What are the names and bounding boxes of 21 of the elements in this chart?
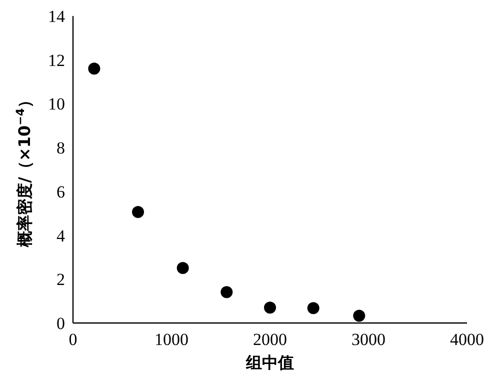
y-tick-label: 4 <box>56 226 66 246</box>
point <box>220 286 233 298</box>
y-tick-label: 2 <box>56 270 65 290</box>
y-tick-label: 8 <box>56 138 65 158</box>
x-axis-title: 组中值 <box>245 353 294 372</box>
point <box>132 206 144 218</box>
point <box>307 302 320 314</box>
point <box>264 302 276 314</box>
x-tick-label: 3000 <box>352 330 386 349</box>
y-tick-label: 6 <box>56 182 65 202</box>
x-tick-label: 0 <box>68 330 78 349</box>
point <box>88 62 100 75</box>
y-tick-label: 0 <box>56 314 65 333</box>
y-tick-label: 10 <box>48 94 65 114</box>
x-tick-label: 1000 <box>154 330 188 349</box>
y-tick-label: 12 <box>48 50 65 70</box>
x-tick-label: 2000 <box>253 330 287 349</box>
x-tick-label: 4000 <box>450 330 484 349</box>
point <box>176 262 189 274</box>
y-tick-label: 14 <box>48 7 66 26</box>
point <box>353 310 366 322</box>
